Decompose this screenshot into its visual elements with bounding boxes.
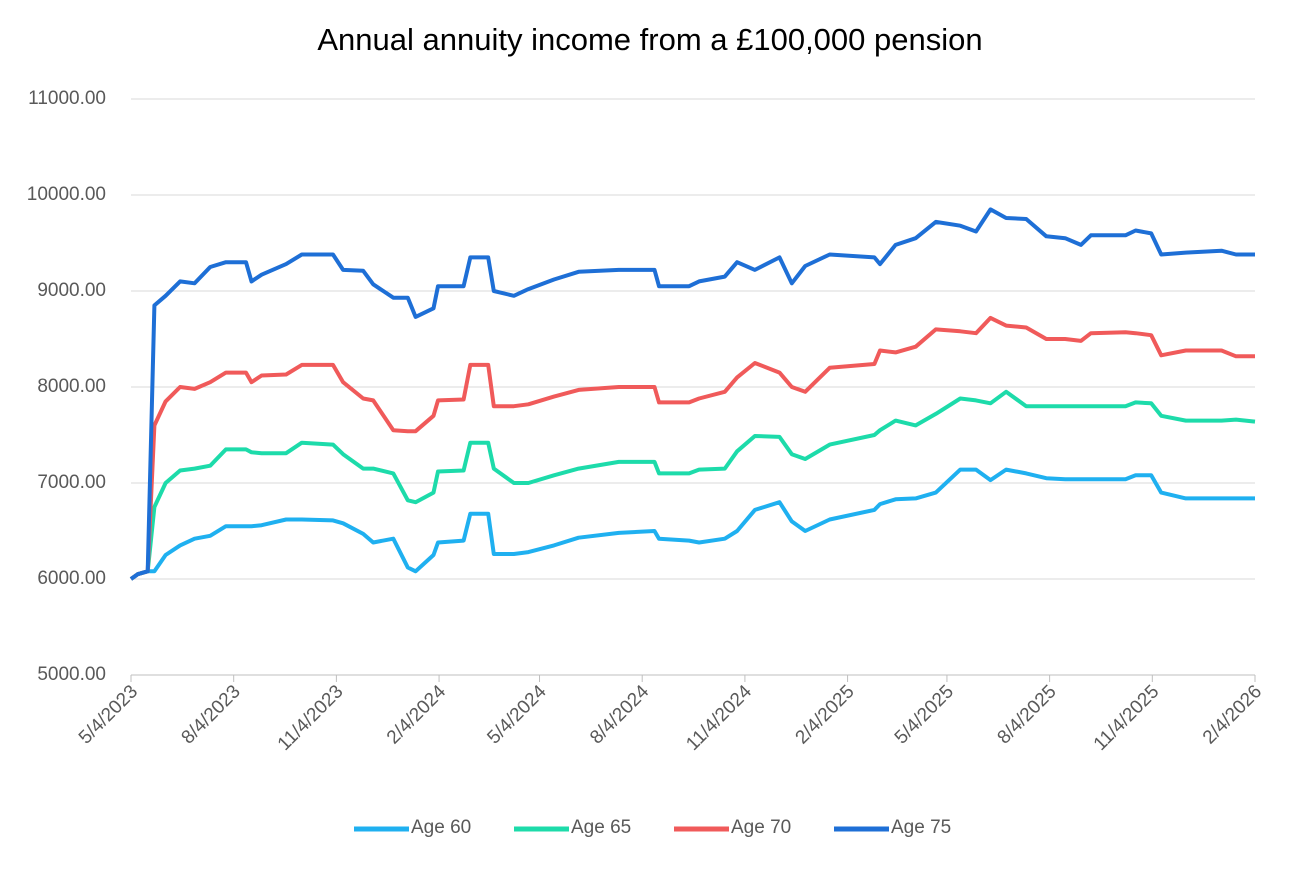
legend-label: Age 60 [411, 817, 471, 838]
x-tick-label: 11/4/2025 [1090, 681, 1164, 755]
series-line [129, 207, 1255, 581]
y-tick-label: 11000.00 [28, 88, 106, 109]
legend-item: Age 75 [834, 817, 951, 838]
x-tick-label: 5/4/2025 [891, 681, 958, 748]
y-tick-label: 8000.00 [37, 376, 106, 397]
y-tick-label: 6000.00 [37, 568, 106, 589]
legend-item: Age 70 [674, 817, 791, 838]
legend-item: Age 65 [514, 817, 631, 838]
x-tick-label: 5/4/2024 [483, 681, 550, 748]
series-line [129, 315, 1255, 581]
legend-label: Age 75 [891, 817, 951, 838]
x-tick-label: 8/4/2025 [994, 681, 1061, 748]
series-line [129, 467, 1255, 581]
x-tick-label: 8/4/2023 [178, 681, 245, 748]
x-tick-label: 11/4/2023 [274, 681, 348, 755]
legend-label: Age 70 [731, 817, 791, 838]
x-tick-label: 11/4/2024 [682, 681, 756, 755]
y-tick-label: 5000.00 [37, 664, 106, 685]
legend-label: Age 65 [571, 817, 631, 838]
chart-title: Annual annuity income from a £100,000 pe… [317, 22, 982, 57]
legend-item: Age 60 [354, 817, 471, 838]
x-tick-label: 2/4/2024 [383, 681, 450, 748]
y-tick-label: 9000.00 [37, 280, 106, 301]
x-tick-label: 5/4/2023 [75, 681, 142, 748]
y-tick-label: 7000.00 [37, 472, 106, 493]
x-tick-label: 2/4/2025 [792, 681, 859, 748]
x-tick-label: 8/4/2024 [586, 681, 653, 748]
y-tick-label: 10000.00 [27, 184, 106, 205]
series-line [129, 389, 1256, 581]
x-tick-label: 2/4/2026 [1199, 681, 1266, 748]
